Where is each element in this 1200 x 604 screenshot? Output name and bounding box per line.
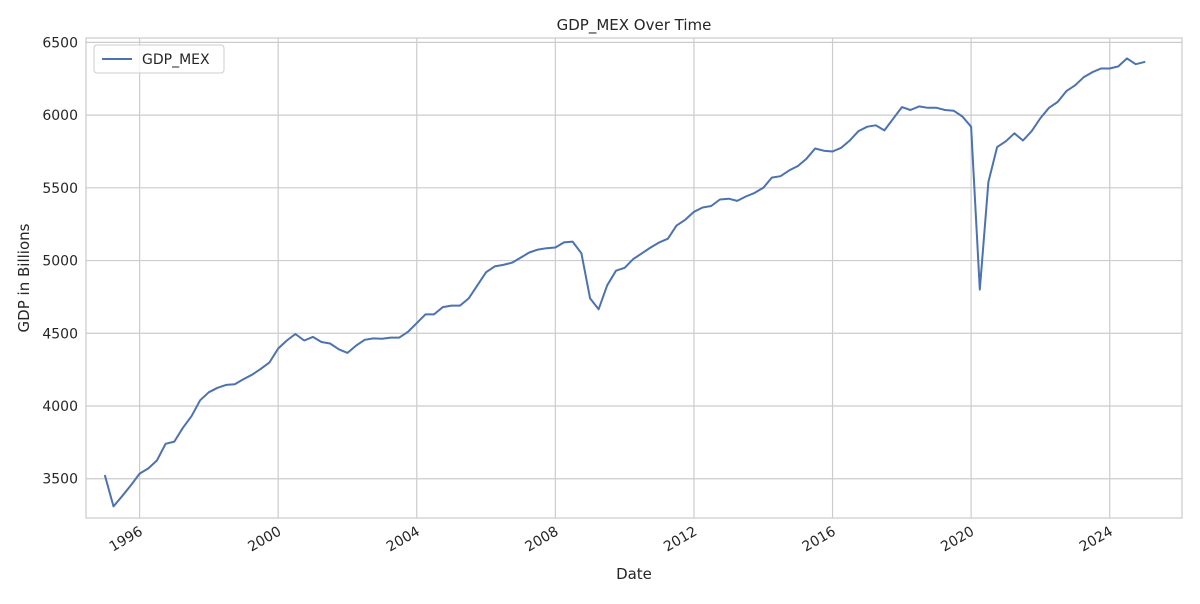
x-tick-label: 1996 <box>107 524 146 556</box>
y-axis-label: GDP in Billions <box>15 223 33 332</box>
x-tick-label: 2016 <box>800 524 839 556</box>
y-tick-label: 5000 <box>42 254 78 270</box>
x-tick-labels: 1996 2000 2004 2008 2012 2016 2020 2024 <box>107 524 1116 556</box>
y-tick-label: 5500 <box>42 181 78 197</box>
series-line-gdp-mex <box>104 57 1146 508</box>
legend: GDP_MEX <box>93 44 225 74</box>
y-tick-label: 6500 <box>42 35 78 51</box>
axes-frame <box>85 37 1183 519</box>
x-tick-label: 2024 <box>1077 524 1116 556</box>
x-axis-label: Date <box>616 565 652 583</box>
x-tick-label: 2012 <box>661 524 700 556</box>
x-tick-label: 2004 <box>384 524 423 556</box>
chart-title: GDP_MEX Over Time <box>557 16 712 35</box>
legend-box <box>93 44 225 74</box>
y-tick-label: 4000 <box>42 399 78 415</box>
y-tick-label: 4500 <box>42 326 78 342</box>
y-tick-label: 3500 <box>42 472 78 488</box>
x-tick-label: 2020 <box>938 524 977 556</box>
x-tick-label: 2008 <box>522 524 561 556</box>
legend-label-gdp-mex: GDP_MEX <box>142 52 210 68</box>
x-tick-label: 2000 <box>245 524 284 556</box>
series-layer <box>104 57 1146 508</box>
y-tick-labels: 3500 4000 4500 5000 5500 6000 6500 <box>42 35 78 487</box>
grid-lines <box>86 38 1182 518</box>
y-tick-label: 6000 <box>42 108 78 124</box>
